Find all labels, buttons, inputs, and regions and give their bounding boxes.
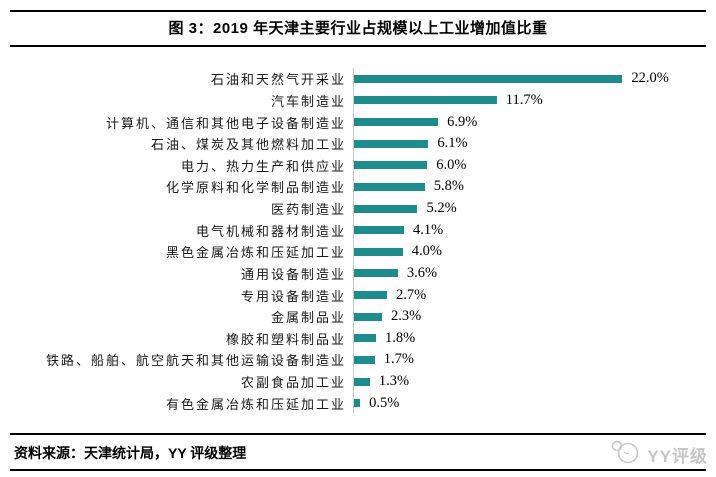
industry-label: 计算机、通信和其他电子设备制造业	[105, 115, 346, 131]
bar	[354, 312, 383, 321]
value-label: 2.3%	[391, 308, 422, 325]
bar-plot-area: 1.3%	[353, 370, 702, 393]
value-label: 1.8%	[384, 329, 416, 346]
bar	[354, 334, 376, 343]
bar-row: 农副食品加工业 1.3%	[14, 370, 702, 393]
title-divider-rule	[10, 45, 706, 47]
bar-plot-area: 3.6%	[353, 262, 702, 285]
bar-chart: 石油和天然气开采业 22.0% 汽车制造业 11.7% 计算机、通信和其他电子设备制造业…	[14, 68, 702, 414]
bar-plot-area: 4.0%	[353, 241, 702, 263]
bar-plot-area: 6.9%	[353, 111, 702, 133]
value-label: 5.2%	[426, 200, 457, 217]
bar-row: 医药制造业 5.2%	[14, 197, 702, 220]
industry-label: 橡胶和塑料制品业	[225, 331, 346, 347]
bar-plot-area: 2.3%	[353, 305, 702, 328]
bar	[354, 355, 375, 364]
industry-label: 有色金属冶炼和压延加工业	[165, 396, 346, 412]
industry-label: 电气机械和器材制造业	[195, 223, 346, 239]
chart-title: 图 3：2019 年天津主要行业占规模以上工业增加值比重	[168, 20, 548, 37]
bar-plot-area: 5.8%	[353, 176, 702, 198]
value-label: 6.9%	[447, 113, 478, 130]
yy-rating-watermark: YY评级	[609, 438, 708, 471]
value-label: 4.1%	[413, 221, 444, 238]
bar-row: 金属制品业 2.3%	[14, 305, 702, 328]
bar-plot-area: 2.7%	[353, 284, 702, 306]
bar-row: 有色金属冶炼和压延加工业 0.5%	[14, 392, 702, 414]
industry-label: 石油、煤炭及其他燃料加工业	[150, 137, 346, 153]
bar-row: 橡胶和塑料制品业 1.8%	[14, 327, 702, 350]
bar-row: 铁路、船舶、航空航天和其他运输设备制造业 1.7%	[14, 349, 702, 371]
bar	[354, 118, 439, 127]
bar	[354, 74, 623, 83]
bar	[354, 161, 428, 170]
bar-plot-area: 22.0%	[353, 68, 702, 90]
bar-row: 汽车制造业 11.7%	[14, 89, 702, 112]
industry-label: 通用设备制造业	[240, 266, 346, 282]
bar-plot-area: 5.2%	[353, 197, 702, 220]
yy-logo-icon	[609, 438, 643, 471]
value-label: 1.3%	[378, 373, 410, 390]
value-label: 1.7%	[383, 351, 414, 368]
bar	[354, 204, 418, 213]
bar-row: 黑色金属冶炼和压延加工业 4.0%	[14, 241, 702, 263]
value-label: 3.6%	[406, 264, 438, 281]
bar-plot-area: 6.1%	[353, 132, 702, 155]
industry-label: 化学原料和化学制品制造业	[165, 180, 346, 196]
value-label: 22.0%	[631, 70, 669, 87]
source-note: 资料来源：天津统计局，YY 评级整理	[14, 445, 247, 461]
bar	[354, 96, 497, 105]
bar	[354, 269, 398, 278]
bar-row: 石油、煤炭及其他燃料加工业 6.1%	[14, 132, 702, 155]
bar-plot-area: 4.1%	[353, 219, 702, 241]
bar-plot-area: 0.5%	[353, 392, 702, 414]
bar	[354, 399, 361, 408]
bar-row: 专用设备制造业 2.7%	[14, 284, 702, 306]
bar-row: 化学原料和化学制品制造业 5.8%	[14, 176, 702, 198]
chart-footer-divider-rule	[10, 433, 706, 435]
industry-label: 石油和天然气开采业	[210, 72, 346, 88]
bar	[354, 139, 429, 148]
industry-label: 黑色金属冶炼和压延加工业	[165, 245, 346, 261]
bar	[354, 291, 387, 300]
bar-plot-area: 1.8%	[353, 327, 702, 350]
industry-label: 专用设备制造业	[240, 288, 346, 304]
bar-row: 通用设备制造业 3.6%	[14, 262, 702, 285]
bar	[354, 377, 370, 386]
bar-plot-area: 11.7%	[353, 89, 702, 112]
bar-row: 石油和天然气开采业 22.0%	[14, 68, 702, 90]
industry-label: 金属制品业	[270, 310, 346, 326]
bar-plot-area: 1.7%	[353, 349, 702, 371]
industry-label: 医药制造业	[270, 202, 346, 218]
value-label: 6.0%	[436, 156, 467, 173]
bar	[354, 247, 403, 256]
bottom-rule	[10, 469, 706, 471]
bar	[354, 182, 425, 191]
bar-row: 计算机、通信和其他电子设备制造业 6.9%	[14, 111, 702, 133]
industry-label: 铁路、船舶、航空航天和其他运输设备制造业	[45, 353, 346, 369]
bar-row: 电力、热力生产和供应业 6.0%	[14, 154, 702, 177]
value-label: 11.7%	[505, 91, 543, 108]
industry-label: 农副食品加工业	[240, 375, 346, 391]
bar	[354, 226, 405, 235]
watermark-label: YY评级	[647, 447, 708, 466]
value-label: 4.0%	[411, 243, 443, 260]
bar-plot-area: 6.0%	[353, 154, 702, 177]
bar-row: 电气机械和器材制造业 4.1%	[14, 219, 702, 241]
value-label: 5.8%	[433, 178, 464, 195]
industry-label: 汽车制造业	[270, 93, 346, 109]
industry-label: 电力、热力生产和供应业	[180, 158, 346, 174]
value-label: 2.7%	[395, 286, 427, 303]
value-label: 0.5%	[369, 394, 400, 411]
value-label: 6.1%	[437, 135, 468, 152]
top-rule	[10, 10, 706, 12]
